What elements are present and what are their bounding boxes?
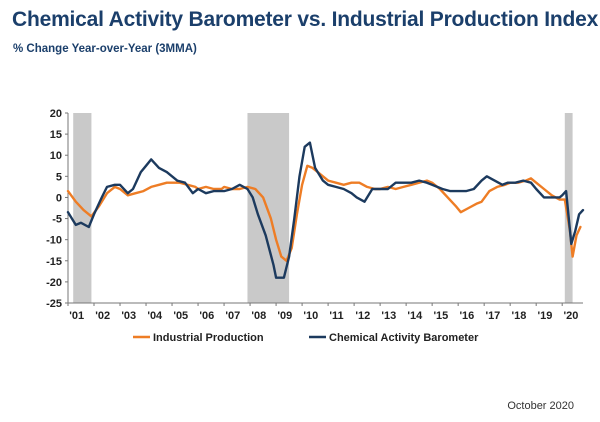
y-tick-label: 15	[50, 129, 62, 141]
y-tick-label: -5	[52, 214, 62, 226]
y-tick-label: -15	[46, 256, 62, 268]
x-tick-label: '17	[485, 310, 500, 322]
y-tick-label: 0	[56, 192, 62, 204]
x-tick-label: '08	[251, 310, 266, 322]
x-tick-label: '18	[511, 310, 526, 322]
x-tick-label: '19	[537, 310, 552, 322]
y-tick-label: -25	[46, 298, 62, 310]
x-tick-label: '02	[95, 310, 110, 322]
axes: 20 15 10 5 0 -5 -10 -15 -20 -25 '01 '02 '03 '04 '05 '06…	[46, 108, 583, 322]
chart-title: Chemical Activity Barometer vs. Industri…	[12, 8, 599, 31]
x-tick-label: '20	[563, 310, 578, 322]
x-tick-label: '14	[407, 310, 423, 322]
legend: Industrial Production Chemical Activity B…	[133, 332, 479, 344]
chart-subtitle: % Change Year-over-Year (3MMA)	[13, 43, 197, 55]
x-tick-label: '13	[381, 310, 396, 322]
x-tick-label: '05	[173, 310, 188, 322]
x-tick-label: '11	[329, 310, 343, 322]
x-tick-label: '15	[433, 310, 448, 322]
x-tick-label: '01	[69, 310, 84, 322]
x-tick-label: '03	[121, 310, 136, 322]
x-tick-label: '04	[147, 310, 163, 322]
y-tick-label: -20	[46, 277, 62, 289]
date-footnote: October 2020	[507, 400, 574, 412]
x-tick-label: '10	[303, 310, 318, 322]
legend-label-2: Chemical Activity Barometer	[329, 332, 479, 344]
x-tick-label: '16	[459, 310, 474, 322]
y-tick-label: 5	[56, 171, 62, 183]
x-tick-label: '07	[225, 310, 240, 322]
series-lines	[66, 141, 585, 279]
y-tick-label: -10	[46, 235, 62, 247]
industrial-production-line	[66, 164, 582, 262]
legend-label-1: Industrial Production	[153, 332, 264, 344]
chemical-activity-barometer-line	[66, 141, 585, 279]
y-tick-label: 20	[50, 108, 62, 120]
x-tick-label: '12	[355, 310, 370, 322]
x-tick-label: '09	[277, 310, 292, 322]
y-tick-label: 10	[50, 150, 62, 162]
x-tick-label: '06	[199, 310, 214, 322]
recession-bands	[73, 113, 573, 303]
